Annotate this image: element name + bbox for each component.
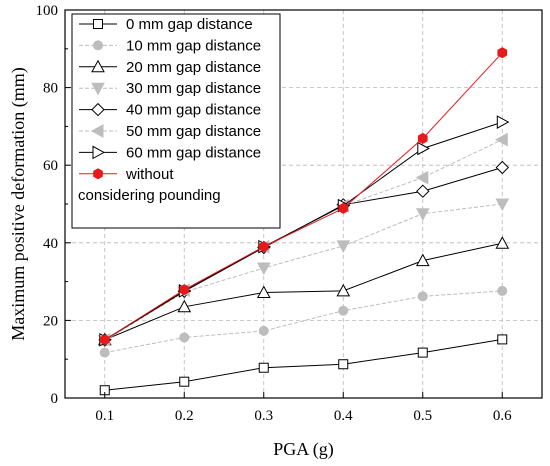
data-point (417, 132, 428, 144)
data-point (338, 359, 349, 370)
data-point (93, 40, 103, 51)
y-tick-label: 0 (51, 391, 59, 407)
x-tick-label: 0.4 (334, 408, 353, 424)
series-line (104, 338, 503, 391)
legend-label: 0 mm gap distance (126, 16, 253, 33)
data-point (415, 253, 430, 267)
series (99, 47, 508, 346)
legend-label-continued: considering pounding (78, 187, 221, 204)
data-point (417, 141, 430, 156)
series (99, 285, 508, 358)
data-point (495, 236, 510, 249)
legend-label: without (125, 166, 174, 183)
data-point (338, 305, 349, 316)
y-tick-label: 20 (43, 313, 58, 329)
x-tick-label: 0.5 (413, 408, 432, 424)
data-point (495, 198, 510, 212)
data-point (177, 299, 192, 313)
data-point (179, 284, 190, 296)
data-point (338, 202, 349, 214)
legend-item: 40 mm gap distance (79, 102, 261, 119)
legend-label: 50 mm gap distance (126, 123, 261, 140)
data-point (93, 19, 103, 29)
data-point (92, 145, 106, 160)
data-point (91, 59, 105, 73)
x-tick-label: 0.3 (254, 408, 273, 424)
data-point (497, 47, 508, 59)
data-point (258, 241, 269, 253)
legend-item: 10 mm gap distance (79, 37, 261, 54)
series-line (104, 52, 503, 341)
data-point (415, 170, 429, 185)
series-line (104, 121, 503, 341)
legend-label: 60 mm gap distance (126, 144, 261, 161)
data-point (179, 376, 190, 387)
x-axis-title: PGA (g) (273, 439, 334, 460)
data-point (336, 240, 351, 253)
y-tick-label: 40 (43, 236, 58, 252)
legend-item: 0 mm gap distance (79, 16, 253, 33)
data-point (256, 262, 271, 276)
data-point (91, 82, 105, 96)
y-tick-label: 80 (43, 81, 58, 97)
series (99, 334, 508, 396)
data-point (495, 132, 508, 147)
plot-area (97, 47, 510, 396)
data-point (93, 168, 103, 180)
data-point (91, 102, 105, 117)
data-point (497, 285, 508, 296)
series-line (104, 290, 503, 354)
y-tick-label: 60 (43, 158, 58, 174)
series-line (104, 242, 503, 341)
y-tick-label: 100 (36, 3, 59, 19)
axes: 0.1 0.2 0.3 0.4 0.5 0.6 0 20 40 60 80 100 (36, 3, 513, 424)
x-tick-label: 0.2 (175, 408, 194, 424)
data-point (415, 208, 430, 221)
data-point (90, 124, 104, 138)
data-point (99, 334, 110, 346)
legend: 0 mm gap distance 10 mm gap distance 20 mm… (71, 13, 281, 229)
data-point (256, 285, 271, 298)
legend-label: 10 mm gap distance (126, 37, 261, 54)
x-tick-label: 0.1 (95, 408, 114, 424)
legend-item: without (79, 166, 174, 183)
x-tick-label: 0.6 (493, 408, 512, 424)
legend-label: 40 mm gap distance (126, 102, 261, 119)
data-point (417, 291, 428, 302)
legend-item: 60 mm gap distance (79, 144, 261, 161)
data-point (258, 362, 269, 373)
legend-label: 20 mm gap distance (126, 59, 261, 76)
data-point (417, 347, 428, 358)
data-point (336, 283, 351, 297)
y-axis-title: Maximum positive deformation (mm) (8, 67, 29, 340)
data-point (99, 347, 110, 358)
data-point (179, 332, 190, 343)
data-point (496, 115, 510, 129)
legend-item: 30 mm gap distance (79, 80, 261, 97)
legend-item: 50 mm gap distance (79, 123, 261, 140)
series (97, 236, 510, 346)
series-line (104, 203, 503, 342)
data-point (497, 334, 508, 345)
data-point (416, 184, 430, 198)
legend-item: 20 mm gap distance (79, 59, 261, 76)
data-point (495, 160, 510, 175)
legend-label: 30 mm gap distance (126, 80, 261, 97)
legend-box (71, 13, 281, 229)
data-point (258, 325, 269, 336)
